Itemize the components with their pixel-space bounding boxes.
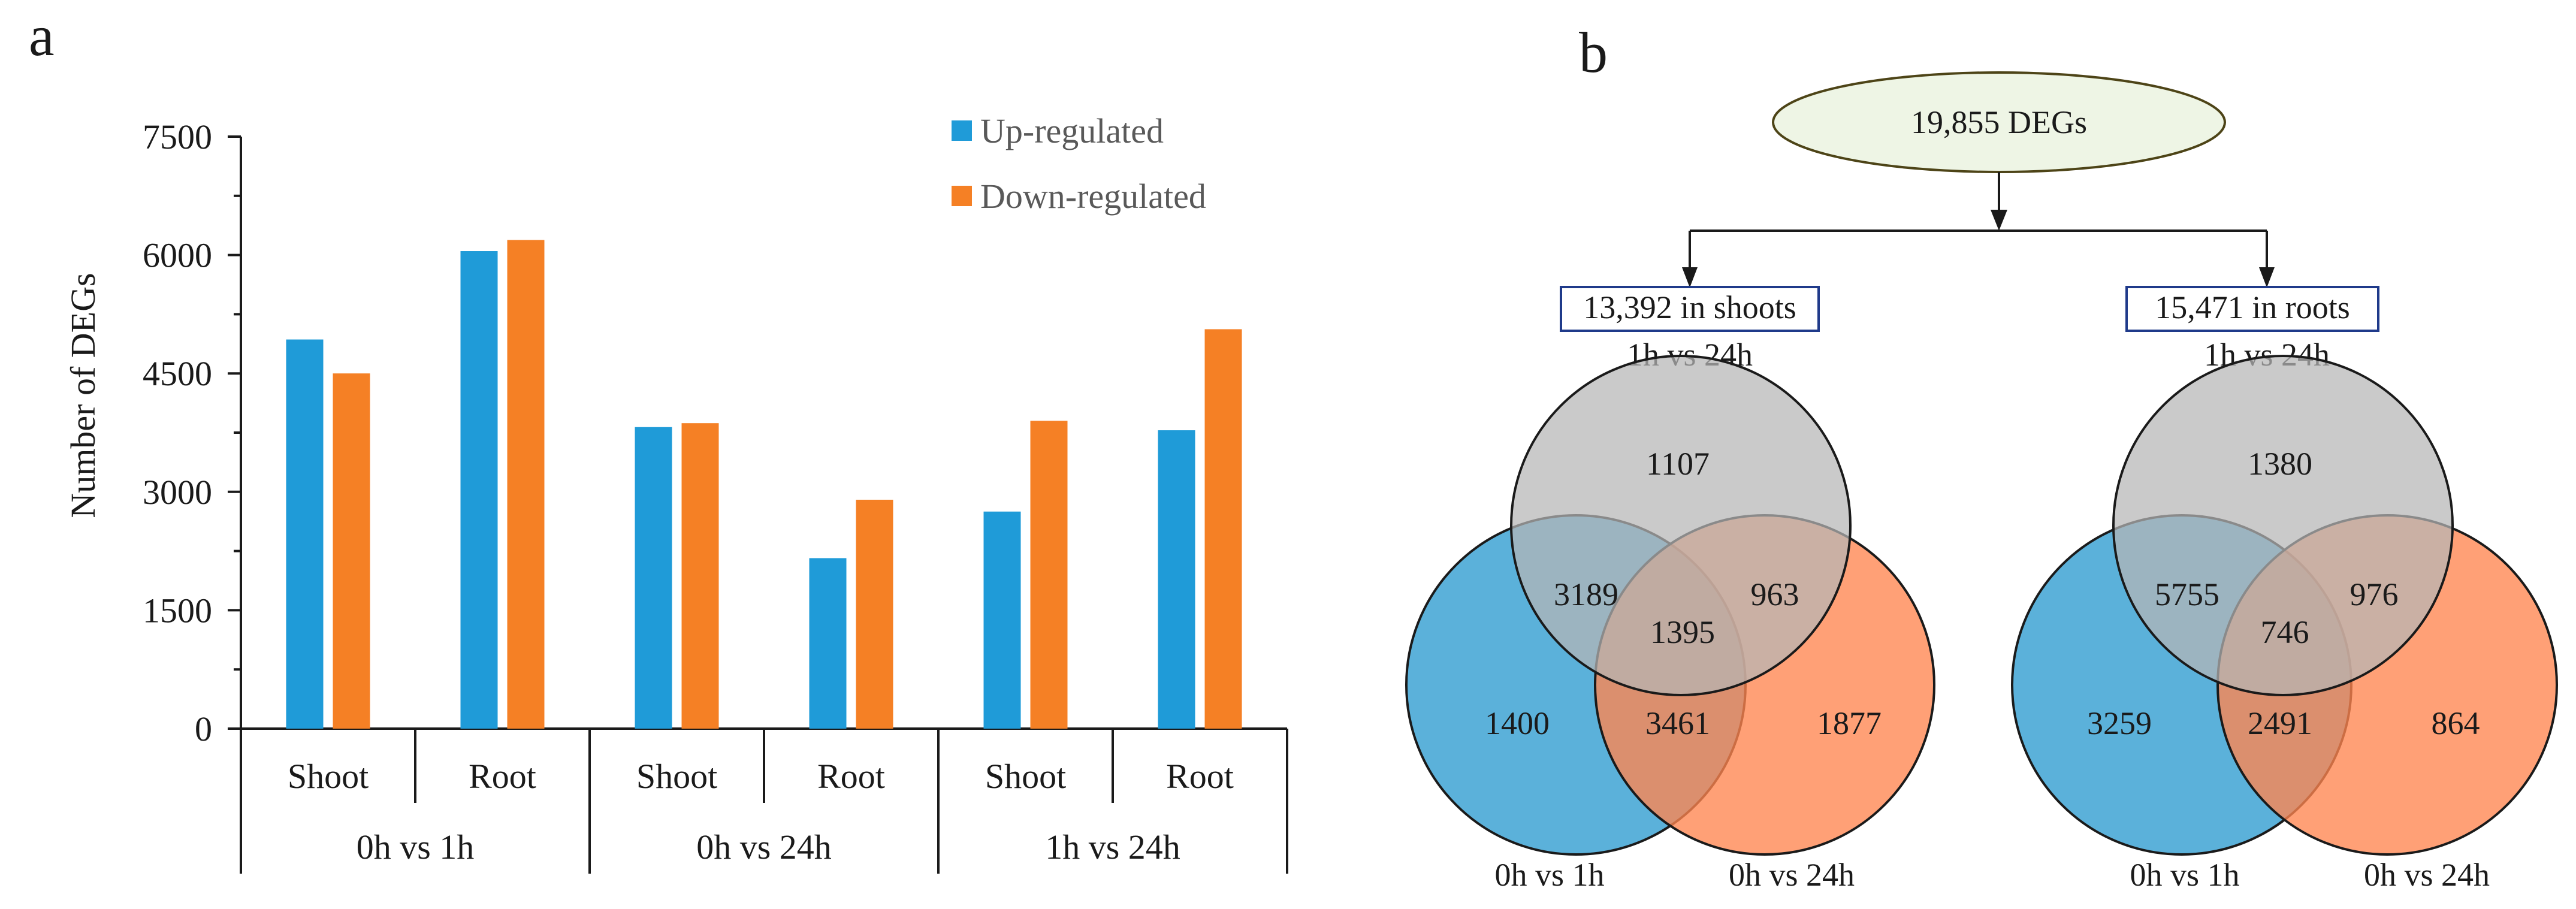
- venn-roots-center: 746: [2261, 614, 2309, 650]
- panel-label-a: a: [29, 4, 55, 68]
- venn-shoots-right-only: 1877: [1817, 705, 1882, 741]
- bar-up-5: [1158, 430, 1195, 729]
- y-tick-label: 1500: [143, 591, 212, 630]
- arrowhead-main: [1991, 210, 2007, 231]
- venn-shoots-top-only: 1107: [1646, 446, 1710, 482]
- y-tick-label: 4500: [143, 354, 212, 393]
- x-category-labels: Shoot Root Shoot Root Shoot Root 0h vs 1h 0h vs…: [240, 729, 1288, 874]
- bar-chart: Number of DEGs 0 1500 3000 4500 6000 7500 Sho…: [64, 111, 1288, 874]
- venn-shoots-left-right: 3461: [1645, 705, 1710, 741]
- bar-down-4: [1030, 421, 1068, 729]
- legend-label-up: Up-regulated: [980, 111, 1164, 150]
- roots-box: [2125, 286, 2379, 332]
- legend: Up-regulated Down-regulated: [952, 111, 1206, 216]
- venn-shoots-left-label: 0h vs 1h: [1494, 857, 1604, 893]
- y-tick-label: 6000: [143, 236, 212, 275]
- flow-diagram: 19,855 DEGs 13,392 in shoots 15,471 in r…: [1560, 71, 2379, 332]
- venn-roots: 1h vs 24h 1380 5755 976 746 3259 2491 86…: [2011, 337, 2558, 893]
- venn-roots-left-label: 0h vs 1h: [2130, 857, 2239, 893]
- venn-shoots-right-label: 0h vs 24h: [1729, 857, 1855, 893]
- legend-label-down: Down-regulated: [980, 177, 1206, 216]
- arrowhead-left: [1682, 267, 1698, 288]
- venn-shoots-circle-top: [1510, 355, 1852, 696]
- venn-roots-top-left: 5755: [2155, 576, 2219, 612]
- x-group-label: 1h vs 24h: [1045, 828, 1180, 866]
- x-category-label: Shoot: [636, 757, 717, 796]
- venn-roots-top-right: 976: [2350, 576, 2399, 612]
- y-axis-label: Number of DEGs: [64, 273, 102, 518]
- x-category-label: Root: [1166, 757, 1234, 796]
- x-category-label: Root: [817, 757, 885, 796]
- bar-up-4: [983, 511, 1021, 729]
- venn-roots-right-only: 864: [2432, 705, 2480, 741]
- x-category-label: Root: [469, 757, 536, 796]
- bars: [286, 240, 1242, 729]
- y-tick-label: 0: [195, 709, 212, 748]
- venn-shoots: 1h vs 24h 1107 3189 963 1395 1400 3461 1…: [1405, 337, 1935, 893]
- bar-down-5: [1204, 329, 1242, 729]
- bar-down-1: [507, 240, 545, 729]
- x-group-label: 0h vs 1h: [357, 828, 475, 866]
- bar-up-1: [460, 251, 498, 729]
- y-tick-label: 7500: [143, 117, 212, 156]
- roots-box-label: 15,471 in roots: [2155, 289, 2350, 325]
- x-category-label: Shoot: [985, 757, 1066, 796]
- venn-shoots-center: 1395: [1650, 614, 1715, 650]
- venn-shoots-top-left: 3189: [1554, 576, 1618, 612]
- shoots-box-label: 13,392 in shoots: [1583, 289, 1796, 325]
- venn-roots-left-right: 2491: [2248, 705, 2312, 741]
- venn-roots-right-label: 0h vs 24h: [2364, 857, 2490, 893]
- bar-up-2: [635, 427, 672, 729]
- venn-roots-top-only: 1380: [2248, 446, 2312, 482]
- x-category-label: Shoot: [288, 757, 369, 796]
- venn-roots-circle-top: [2112, 355, 2454, 696]
- y-tick-label: 3000: [143, 473, 212, 512]
- bar-down-3: [856, 499, 893, 729]
- shoots-box: [1560, 286, 1820, 332]
- bar-up-0: [286, 339, 324, 729]
- x-group-label: 0h vs 24h: [696, 828, 832, 866]
- arrowhead-right: [2259, 267, 2275, 288]
- legend-swatch-up: [952, 120, 972, 141]
- venn-shoots-left-only: 1400: [1485, 705, 1550, 741]
- bar-down-2: [681, 423, 719, 729]
- y-ticks: 0 1500 3000 4500 6000 7500: [143, 117, 241, 748]
- panel-label-b: b: [1579, 20, 1608, 84]
- venn-shoots-top-right: 963: [1751, 576, 1799, 612]
- bar-up-3: [809, 558, 847, 729]
- bar-down-0: [333, 373, 370, 729]
- total-degs-label: 19,855 DEGs: [1911, 104, 2087, 140]
- venn-roots-left-only: 3259: [2087, 705, 2152, 741]
- legend-swatch-down: [952, 186, 972, 206]
